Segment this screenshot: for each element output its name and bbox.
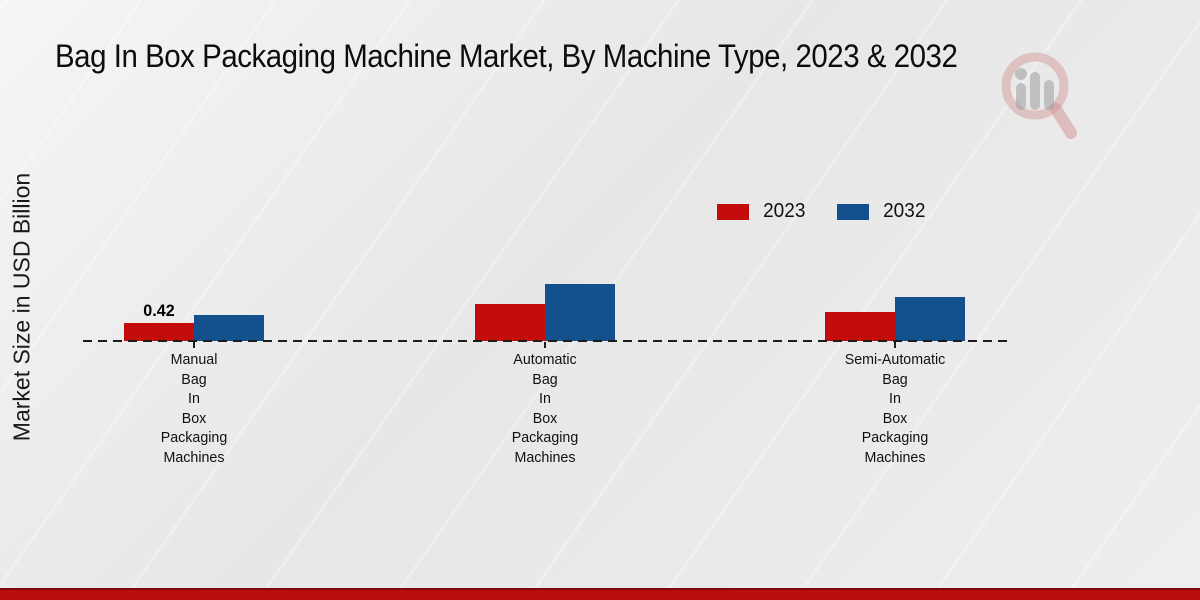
x-axis-tick (193, 342, 195, 348)
legend-swatch-2023 (717, 203, 749, 220)
legend-label-2032: 2032 (882, 200, 925, 222)
legend-label-2023: 2023 (763, 200, 806, 222)
bar-2023-group1 (124, 323, 194, 341)
legend-swatch-2032 (836, 203, 869, 220)
bar-2032-group3 (895, 297, 965, 341)
bar-2023-group3 (825, 312, 895, 341)
bar-data-label: 0.42 (143, 301, 175, 320)
bar-2032-group2 (545, 284, 615, 341)
category-label: Automatic Bag In Box Packaging Machines (511, 351, 579, 466)
legend-item-2023: 2023 (717, 200, 807, 223)
bar-2032-group1 (194, 315, 264, 341)
x-axis-baseline (83, 340, 1007, 342)
chart-title: Bag In Box Packaging Machine Market, By … (55, 38, 958, 74)
watermark-magnifier-logo-icon (1001, 52, 1077, 139)
bottom-accent-bar (0, 588, 1200, 600)
legend: 2023 2032 (717, 200, 926, 223)
category-label: Manual Bag In Box Packaging Machines (160, 351, 228, 466)
category-label: Semi-Automatic Bag In Box Packaging Machines (844, 351, 946, 466)
x-axis-tick (544, 342, 546, 348)
bar-2023-group2 (475, 304, 545, 341)
legend-item-2032: 2032 (836, 200, 927, 223)
x-axis-tick (894, 342, 896, 348)
